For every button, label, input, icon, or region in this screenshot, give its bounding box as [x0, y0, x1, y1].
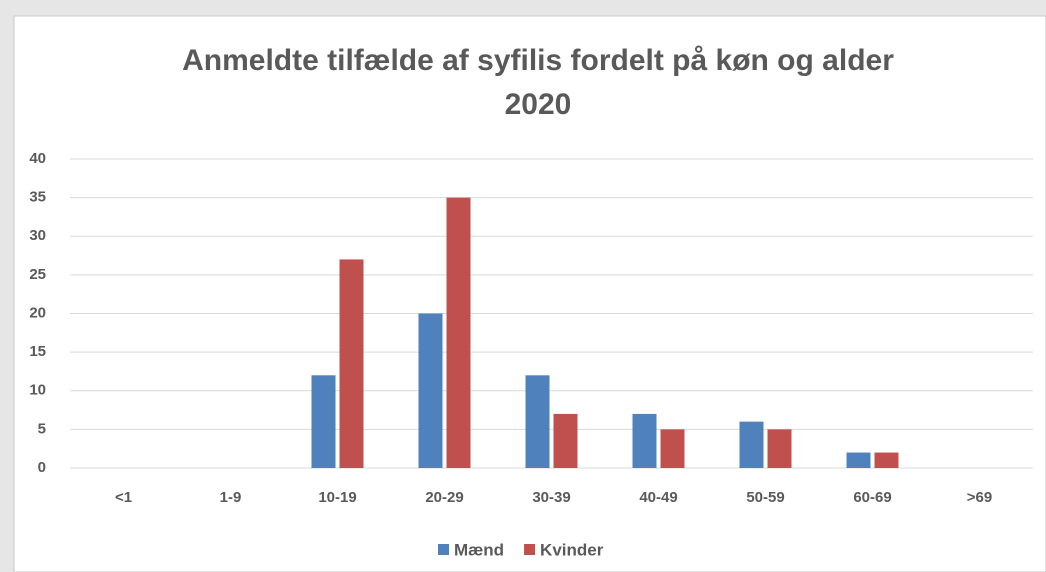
bar: [553, 413, 578, 468]
legend-swatch: [438, 544, 449, 555]
bar: [339, 259, 364, 468]
chart-title: Anmeldte tilfælde af syfilis fordelt på …: [182, 44, 894, 77]
bar: [418, 313, 443, 468]
bar: [311, 375, 336, 468]
x-tick-label: 50-59: [746, 489, 784, 506]
y-tick-label: 30: [29, 227, 46, 244]
chart-area: [13, 15, 1046, 572]
y-tick-label: 0: [38, 459, 46, 476]
bar: [525, 375, 550, 468]
x-tick-label: 40-49: [639, 489, 677, 506]
x-tick-label: 10-19: [318, 489, 356, 506]
y-tick-label: 15: [29, 343, 46, 360]
bar: [739, 421, 764, 468]
y-tick-label: 35: [29, 189, 46, 206]
bar: [446, 197, 471, 468]
x-tick-label: >69: [967, 489, 992, 506]
y-tick-label: 5: [38, 420, 46, 437]
legend-label: Mænd: [454, 540, 504, 559]
x-tick-label: 30-39: [532, 489, 570, 506]
x-tick-label: 20-29: [425, 489, 463, 506]
legend-swatch: [524, 544, 536, 555]
bar: [846, 452, 871, 468]
y-tick-label: 20: [29, 304, 46, 321]
x-tick-label: 60-69: [853, 489, 891, 506]
y-tick-label: 25: [29, 266, 46, 283]
bar: [767, 429, 792, 468]
bar: [632, 413, 657, 468]
x-tick-label: <1: [115, 489, 132, 506]
legend-label: Kvinder: [540, 540, 604, 559]
y-tick-label: 10: [29, 382, 46, 399]
chart-subtitle: 2020: [505, 88, 572, 121]
bar: [874, 452, 899, 468]
bar: [660, 429, 685, 468]
x-tick-label: 1-9: [220, 489, 242, 506]
y-tick-label: 40: [29, 150, 46, 167]
